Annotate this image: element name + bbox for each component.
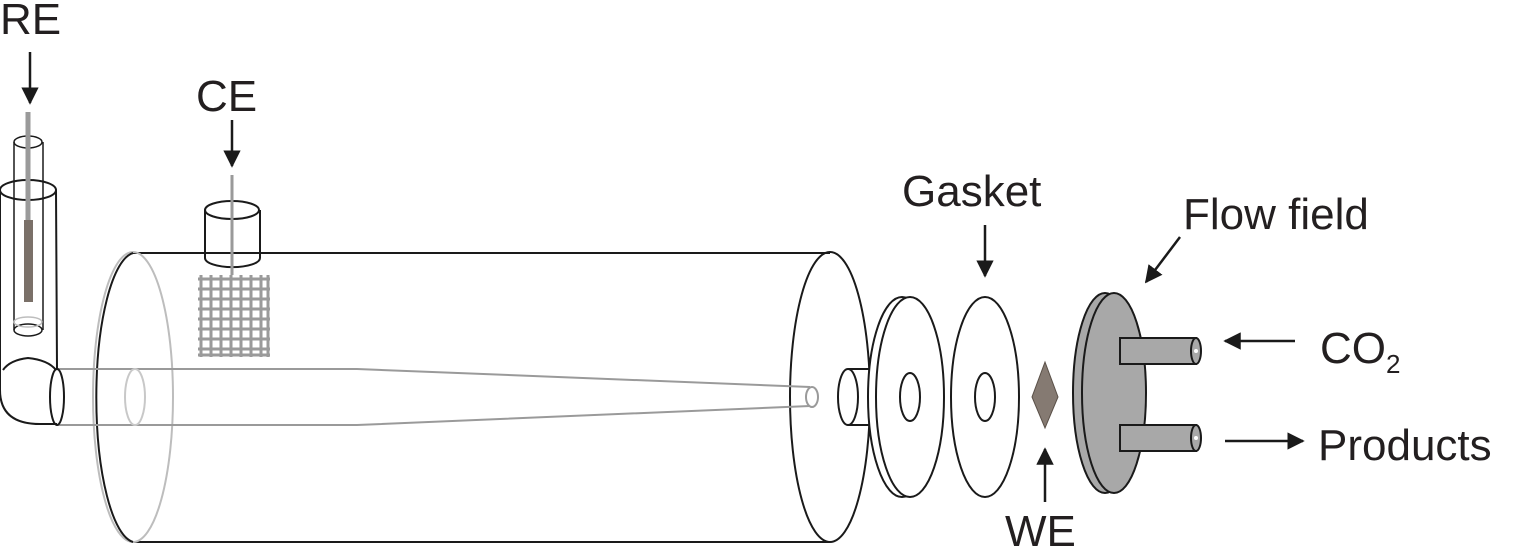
- flow-field-plate: [1072, 292, 1202, 494]
- gasket: [950, 296, 1020, 498]
- co2-inlet-pipe: [1119, 337, 1202, 365]
- main-cylinder: [92, 251, 871, 543]
- co2-label-main: CO: [1320, 324, 1386, 373]
- working-electrode: [1031, 360, 1059, 430]
- co2-label: CO2: [1320, 324, 1400, 378]
- co2-label-subscript: 2: [1386, 349, 1401, 379]
- counter-electrode-assembly: [198, 175, 270, 357]
- flow-field-arrow: [1144, 236, 1181, 284]
- counter-electrode-mesh: [198, 275, 270, 357]
- gasket-label: Gasket: [902, 167, 1042, 216]
- pointer-arrows: [21, 52, 1305, 502]
- products-label: Products: [1318, 421, 1492, 470]
- reference-electrode-assembly: [0, 112, 65, 426]
- products-outlet-pipe: [1119, 424, 1202, 452]
- ce-label: CE: [196, 72, 258, 121]
- capillary-tube: [57, 368, 819, 426]
- we-label: WE: [1005, 507, 1076, 556]
- end-plate: [867, 296, 945, 498]
- flow-field-label: Flow field: [1183, 190, 1369, 239]
- reference-electrode-rod: [24, 220, 33, 302]
- re-label: RE: [0, 0, 62, 44]
